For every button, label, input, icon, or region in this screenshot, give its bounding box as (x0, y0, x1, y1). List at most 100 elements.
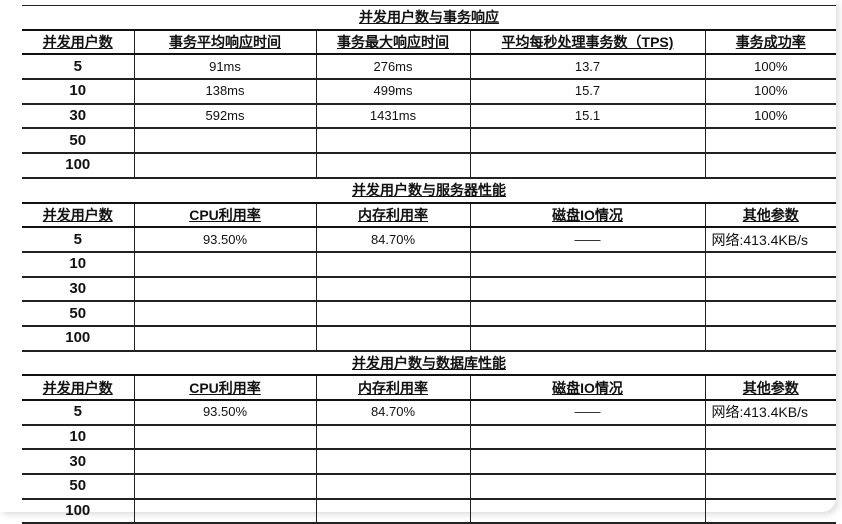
table-cell[interactable]: 84.70% (315, 226, 471, 253)
column-header[interactable]: 并发用户数 (22, 202, 135, 229)
table-cell[interactable] (133, 325, 317, 352)
table-cell[interactable] (704, 127, 836, 155)
table-row: 10 (22, 251, 836, 278)
column-header[interactable]: 事务最大响应时间 (315, 29, 471, 56)
table-cell[interactable]: 93.50% (133, 399, 317, 426)
table-row: 5 91ms 276ms 13.7 100% (22, 53, 836, 81)
users-cell[interactable]: 50 (22, 473, 135, 500)
users-cell[interactable]: 10 (22, 251, 135, 278)
table-cell[interactable] (315, 424, 471, 451)
table-cell[interactable] (133, 424, 317, 451)
table-cell[interactable]: 100% (704, 78, 836, 105)
table-cell[interactable]: 100% (704, 103, 836, 130)
column-header[interactable]: 内存利用率 (315, 202, 471, 229)
table-row: 5 93.50% 84.70% —— 网络:413.4KB/s (22, 226, 836, 253)
users-cell[interactable]: 100 (22, 152, 135, 179)
table-cell[interactable] (469, 276, 706, 303)
table-cell[interactable] (133, 127, 317, 155)
column-header[interactable]: 磁盘IO情况 (469, 202, 706, 229)
table-cell[interactable] (315, 127, 471, 155)
users-cell[interactable]: 10 (22, 424, 135, 451)
table-cell[interactable] (469, 251, 706, 278)
table-cell[interactable]: 84.70% (315, 399, 471, 426)
table-cell[interactable] (133, 251, 317, 278)
table-cell[interactable]: 网络:413.4KB/s (704, 399, 836, 426)
users-cell[interactable]: 100 (22, 325, 135, 352)
column-header[interactable]: 磁盘IO情况 (469, 374, 706, 401)
table-cell[interactable]: —— (469, 399, 706, 426)
column-header[interactable]: CPU利用率 (133, 374, 317, 401)
section-title-row-database: 并发用户数与数据库性能 (22, 350, 836, 377)
column-header[interactable]: 事务成功率 (704, 29, 836, 56)
table-cell[interactable]: 13.7 (469, 53, 706, 81)
table-cell[interactable] (469, 325, 706, 352)
table-cell[interactable] (133, 276, 317, 303)
table-cell[interactable] (469, 448, 706, 476)
table-cell[interactable] (315, 448, 471, 476)
table-cell[interactable] (315, 325, 471, 352)
table-cell[interactable] (315, 498, 471, 524)
table-cell[interactable] (704, 473, 836, 500)
section-title[interactable]: 并发用户数与服务器性能 (22, 177, 836, 204)
table-cell[interactable] (315, 276, 471, 303)
table-cell[interactable] (469, 300, 706, 327)
table-cell[interactable] (704, 498, 836, 524)
section-title-row-response: 并发用户数与事务响应 (22, 4, 836, 31)
table-cell[interactable]: 1431ms (315, 103, 471, 130)
table-cell[interactable] (704, 325, 836, 352)
table-cell[interactable] (315, 473, 471, 500)
table-row: 100 (22, 325, 836, 352)
table-cell[interactable] (469, 473, 706, 500)
table-cell[interactable] (704, 251, 836, 278)
column-header[interactable]: 并发用户数 (22, 374, 135, 401)
table-cell[interactable]: 网络:413.4KB/s (704, 226, 836, 253)
table-cell[interactable]: 499ms (315, 78, 471, 105)
column-header[interactable]: 其他参数 (704, 374, 836, 401)
table-cell[interactable] (133, 152, 317, 179)
table-cell[interactable] (469, 152, 706, 179)
users-cell[interactable]: 30 (22, 103, 135, 130)
table-cell[interactable] (315, 152, 471, 179)
users-cell[interactable]: 10 (22, 78, 135, 105)
users-cell[interactable]: 5 (22, 226, 135, 253)
table-cell[interactable]: 138ms (133, 78, 317, 105)
table-cell[interactable] (704, 276, 836, 303)
table-cell[interactable] (469, 424, 706, 451)
table-cell[interactable]: 100% (704, 53, 836, 81)
table-cell[interactable]: 15.1 (469, 103, 706, 130)
column-header[interactable]: 并发用户数 (22, 29, 135, 56)
column-header[interactable]: 事务平均响应时间 (133, 29, 317, 56)
column-header[interactable]: 平均每秒处理事务数（TPS) (469, 29, 706, 56)
table-cell[interactable] (469, 127, 706, 155)
table-cell[interactable] (704, 424, 836, 451)
users-cell[interactable]: 100 (22, 498, 135, 524)
table-cell[interactable]: 91ms (133, 53, 317, 81)
table-cell[interactable] (133, 300, 317, 327)
table-cell[interactable]: 592ms (133, 103, 317, 130)
header-row: 并发用户数 CPU利用率 内存利用率 磁盘IO情况 其他参数 (22, 202, 836, 229)
users-cell[interactable]: 5 (22, 399, 135, 426)
column-header[interactable]: CPU利用率 (133, 202, 317, 229)
table-cell[interactable] (315, 251, 471, 278)
table-cell[interactable] (704, 152, 836, 179)
users-cell[interactable]: 5 (22, 53, 135, 81)
column-header[interactable]: 内存利用率 (315, 374, 471, 401)
table-cell[interactable]: —— (469, 226, 706, 253)
section-title[interactable]: 并发用户数与数据库性能 (22, 350, 836, 377)
table-cell[interactable] (315, 300, 471, 327)
table-cell[interactable] (133, 448, 317, 476)
users-cell[interactable]: 50 (22, 127, 135, 155)
table-cell[interactable] (133, 498, 317, 524)
table-cell[interactable] (704, 448, 836, 476)
section-title[interactable]: 并发用户数与事务响应 (22, 4, 836, 31)
table-cell[interactable] (133, 473, 317, 500)
table-cell[interactable]: 276ms (315, 53, 471, 81)
table-cell[interactable] (704, 300, 836, 327)
table-cell[interactable]: 93.50% (133, 226, 317, 253)
users-cell[interactable]: 30 (22, 448, 135, 476)
users-cell[interactable]: 50 (22, 300, 135, 327)
column-header[interactable]: 其他参数 (704, 202, 836, 229)
users-cell[interactable]: 30 (22, 276, 135, 303)
table-cell[interactable]: 15.7 (469, 78, 706, 105)
table-cell[interactable] (469, 498, 706, 524)
